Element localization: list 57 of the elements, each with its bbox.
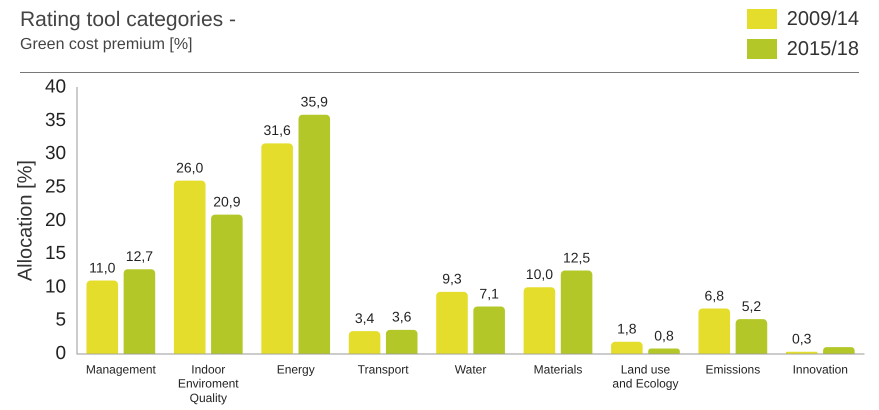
bar xyxy=(261,143,293,354)
bar xyxy=(86,280,118,354)
x-tick-label: Indoor Enviroment Quality xyxy=(178,362,240,406)
y-tick-label: 25 xyxy=(44,176,66,198)
bar xyxy=(611,342,643,354)
bar xyxy=(560,270,592,354)
y-tick-label: 0 xyxy=(56,343,66,364)
y-tick-label: 30 xyxy=(44,143,66,164)
x-tick-label: Management xyxy=(86,362,157,376)
bar xyxy=(524,287,556,354)
y-tick-label: 20 xyxy=(44,210,66,231)
data-label: 31,6 xyxy=(264,122,291,138)
data-label: 12,5 xyxy=(562,249,590,266)
y-axis-title: Allocation [%] xyxy=(14,160,37,282)
x-tick-label: Water xyxy=(454,362,486,376)
chart-subtitle: Green cost premium [%] xyxy=(20,36,192,54)
bar xyxy=(436,292,468,354)
data-label: 0,8 xyxy=(654,327,674,344)
chart-title: Rating tool categories - xyxy=(20,8,236,32)
bar xyxy=(386,330,418,354)
data-label: 3,4 xyxy=(354,310,374,326)
x-tick-label: Materials xyxy=(534,362,582,376)
bar xyxy=(698,308,730,354)
x-tick-label: Transport xyxy=(358,362,410,376)
data-label: 5,2 xyxy=(742,298,762,314)
bar xyxy=(648,348,680,354)
data-label: 26,0 xyxy=(176,160,204,176)
bar xyxy=(211,214,243,354)
x-tick-label: Emissions xyxy=(706,362,760,376)
data-label: 35,9 xyxy=(300,94,328,110)
data-label: 11,0 xyxy=(89,259,116,276)
y-tick-label: 15 xyxy=(44,243,66,264)
bar xyxy=(298,114,330,354)
data-label: 1,8 xyxy=(617,320,637,337)
x-tick-label: Energy xyxy=(276,362,315,376)
data-label: 0,3 xyxy=(792,330,812,347)
bar xyxy=(736,319,768,354)
bar xyxy=(348,331,380,354)
y-tick-label: 10 xyxy=(44,276,66,298)
y-tick-label: 35 xyxy=(44,110,66,131)
data-label: 7,1 xyxy=(479,285,500,302)
bar xyxy=(823,347,855,354)
bar xyxy=(473,306,505,354)
data-label: 12,7 xyxy=(126,248,154,264)
bar xyxy=(124,269,156,354)
data-label: 9,3 xyxy=(442,270,462,287)
bar xyxy=(174,180,206,354)
legend-label: 2015/18 xyxy=(786,38,859,60)
y-tick-label: 5 xyxy=(56,310,66,331)
data-label: 6,8 xyxy=(704,287,724,304)
x-tick-label: Innovation xyxy=(792,362,848,376)
data-label: 3,6 xyxy=(392,308,412,325)
data-label: 20,9 xyxy=(213,193,241,210)
data-label: 10,0 xyxy=(526,266,554,282)
y-tick-label: 40 xyxy=(44,76,66,98)
x-tick-label: Land use and Ecology xyxy=(612,362,678,391)
legend-label: 2009/14 xyxy=(786,8,859,30)
